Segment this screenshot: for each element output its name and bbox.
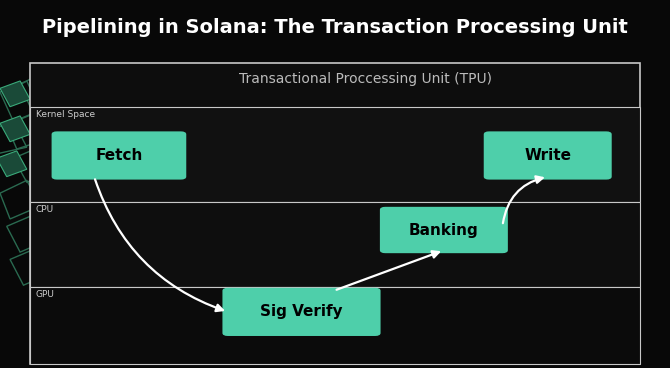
- FancyBboxPatch shape: [30, 107, 640, 202]
- FancyBboxPatch shape: [30, 287, 640, 364]
- Text: Kernel Space: Kernel Space: [36, 110, 94, 118]
- FancyBboxPatch shape: [380, 207, 508, 253]
- FancyBboxPatch shape: [222, 288, 381, 336]
- Text: Sig Verify: Sig Verify: [260, 304, 343, 319]
- Polygon shape: [0, 151, 27, 177]
- Text: Write: Write: [524, 148, 572, 163]
- Text: Banking: Banking: [409, 223, 479, 237]
- FancyBboxPatch shape: [52, 131, 186, 180]
- Text: GPU: GPU: [36, 290, 54, 299]
- Text: Pipelining in Solana: The Transaction Processing Unit: Pipelining in Solana: The Transaction Pr…: [42, 18, 628, 38]
- Polygon shape: [0, 116, 30, 142]
- FancyBboxPatch shape: [30, 63, 640, 364]
- FancyBboxPatch shape: [484, 131, 612, 180]
- Text: CPU: CPU: [36, 205, 54, 214]
- FancyBboxPatch shape: [30, 202, 640, 287]
- Polygon shape: [0, 81, 30, 107]
- Text: Fetch: Fetch: [95, 148, 143, 163]
- Text: Transactional Proccessing Unit (TPU): Transactional Proccessing Unit (TPU): [239, 72, 492, 86]
